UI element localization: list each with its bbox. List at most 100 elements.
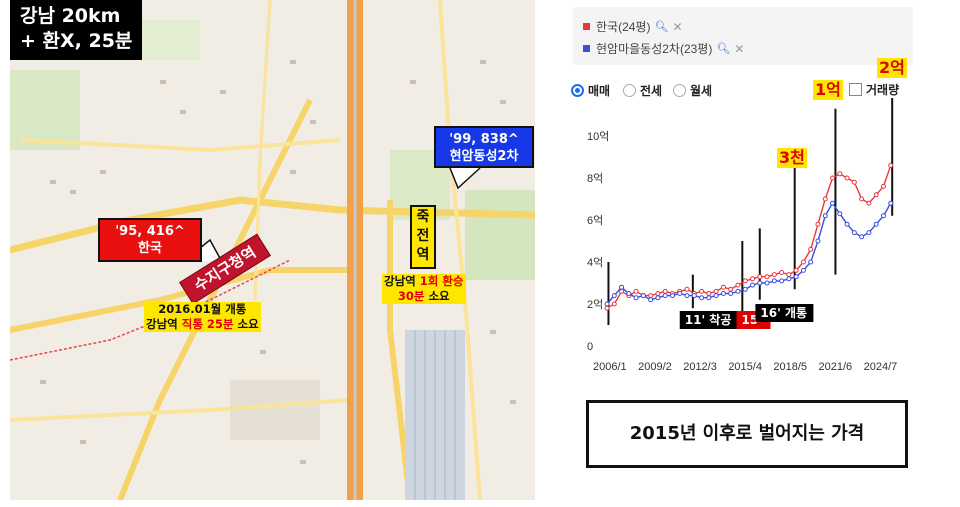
x-tick-label: 2012/3 <box>683 361 717 373</box>
callout-hyeonam-name: 현암동성2차 <box>449 149 519 164</box>
data-point-hanguk <box>866 200 872 206</box>
radio-dot[interactable] <box>571 84 584 97</box>
arterial-road <box>387 200 413 500</box>
data-point-hanguk <box>880 183 886 189</box>
map-title-line1: 강남 20km <box>20 5 121 27</box>
checkbox-box[interactable] <box>849 83 862 96</box>
radio-monthly[interactable]: 월세 <box>673 82 712 99</box>
legend-item-hanguk[interactable]: 한국(24평) 🔍︎ ✕ <box>583 18 683 35</box>
data-point-hanguk <box>888 162 894 168</box>
legend-swatch <box>583 23 590 30</box>
close-icon[interactable]: ✕ <box>734 41 745 56</box>
annotation-16-opening: 16' 개통 <box>760 305 807 320</box>
x-tick-label: 2021/6 <box>819 361 853 373</box>
data-point-hanguk <box>757 274 763 280</box>
data-point-hyeonam <box>851 230 857 236</box>
data-point-hanguk <box>735 282 741 288</box>
data-point-hanguk <box>837 171 843 177</box>
data-point-hyeonam <box>655 295 661 301</box>
arterial-road <box>117 98 313 500</box>
data-point-hanguk <box>808 246 814 252</box>
y-tick-label: 6억 <box>587 214 603 227</box>
annotation-2eok: 2억 <box>877 58 907 78</box>
arterial-road <box>10 196 535 254</box>
note-text: 직통 25분 <box>181 317 234 331</box>
data-point-hanguk <box>786 272 792 278</box>
local-road <box>10 398 351 422</box>
data-point-hanguk <box>706 291 712 296</box>
x-tick-label: 2006/1 <box>593 361 627 373</box>
note-text: 강남역 <box>146 317 182 331</box>
block-area <box>230 380 320 440</box>
search-icon[interactable]: 🔍︎ <box>654 21 669 33</box>
data-point-hyeonam <box>822 213 828 219</box>
callout-pointer <box>449 167 481 190</box>
x-tick-label: 2024/7 <box>864 361 898 373</box>
jukjeon-char: 역 <box>416 247 430 263</box>
y-tick-label: 2억 <box>587 298 603 311</box>
local-road <box>19 138 341 153</box>
volume-checkbox[interactable]: 거래량 <box>849 81 899 98</box>
rail-tracks <box>414 330 456 500</box>
data-point-hanguk <box>851 179 857 185</box>
map-title: 강남 20km + 환X, 25분 <box>10 0 143 60</box>
data-point-hanguk <box>779 270 785 275</box>
data-point-hanguk <box>750 276 755 282</box>
data-point-hyeonam <box>793 274 799 280</box>
data-point-hyeonam <box>677 291 683 296</box>
data-point-hyeonam <box>880 213 886 219</box>
note-text: 1회 환승 <box>419 274 464 288</box>
callout-hyeonam-year: '99, 838^ <box>449 132 519 147</box>
radio-sale[interactable]: 매매 <box>571 82 610 99</box>
data-point-hanguk <box>728 286 734 292</box>
annotation-11-construction-bg <box>679 311 738 329</box>
data-point-hyeonam <box>800 267 806 273</box>
search-icon[interactable]: 🔍︎ <box>716 43 731 55</box>
note-suji-direct: 2016.01월 개통 강남역 직통 25분 소요 <box>144 302 261 332</box>
map-view[interactable]: 강남 20km + 환X, 25분 '95, 416^ 한국 '99, 838^… <box>10 0 535 500</box>
buildings <box>40 60 516 464</box>
y-tick-label: 0 <box>587 341 593 353</box>
note-text: 강남역 <box>384 274 420 288</box>
note-text: 30분 <box>397 289 425 303</box>
data-point-hanguk <box>619 288 625 294</box>
jukjeon-station-sign: 죽 전 역 <box>410 205 436 269</box>
radio-label: 월세 <box>690 84 713 98</box>
data-point-hanguk <box>800 259 806 265</box>
data-point-hyeonam <box>684 293 690 299</box>
map-title-line2: + 환X, 25분 <box>20 30 133 52</box>
radio-jeonse[interactable]: 전세 <box>623 82 662 99</box>
data-point-hanguk <box>742 278 748 284</box>
close-icon[interactable]: ✕ <box>672 19 683 34</box>
radio-dot[interactable] <box>623 84 636 97</box>
data-point-hanguk <box>648 293 654 299</box>
jukjeon-char: 죽 <box>416 209 430 225</box>
jukjeon-char: 전 <box>416 228 430 244</box>
data-point-hyeonam <box>669 293 675 299</box>
annotation-3cheon: 3천 <box>777 148 807 168</box>
data-point-hyeonam <box>742 286 748 292</box>
data-point-hanguk <box>699 288 705 294</box>
y-tick-label: 4억 <box>587 256 603 269</box>
data-point-hanguk <box>764 274 770 280</box>
callout-hanguk-name: 한국 <box>138 241 162 256</box>
data-point-hyeonam <box>619 284 625 290</box>
radio-label: 매매 <box>588 84 611 98</box>
data-point-hanguk <box>793 267 799 273</box>
data-point-hyeonam <box>786 276 792 282</box>
radio-dot[interactable] <box>673 84 686 97</box>
data-point-hyeonam <box>844 221 850 227</box>
annotation-11-construction: 11' 착공 <box>685 312 732 327</box>
x-tick-label: 2009/2 <box>638 361 672 373</box>
summary-caption: 2015년 이후로 벌어지는 가격 <box>586 400 908 468</box>
callout-hanguk: '95, 416^ 한국 <box>98 218 202 262</box>
legend-item-hyeonam[interactable]: 현암마을동성2차(23평) 🔍︎ ✕ <box>583 40 744 57</box>
data-point-hyeonam <box>706 295 712 301</box>
legend-label: 한국(24평) <box>596 20 651 34</box>
data-point-hanguk <box>822 196 828 202</box>
data-point-hanguk <box>662 288 668 294</box>
data-point-hyeonam <box>691 293 697 299</box>
data-point-hyeonam <box>713 293 719 299</box>
data-point-hyeonam <box>662 293 668 299</box>
price-line-chart: 0 2억 4억 6억 8억 10억 2006/1 2009/2 2012/3 2015/4 2018… <box>587 98 898 373</box>
